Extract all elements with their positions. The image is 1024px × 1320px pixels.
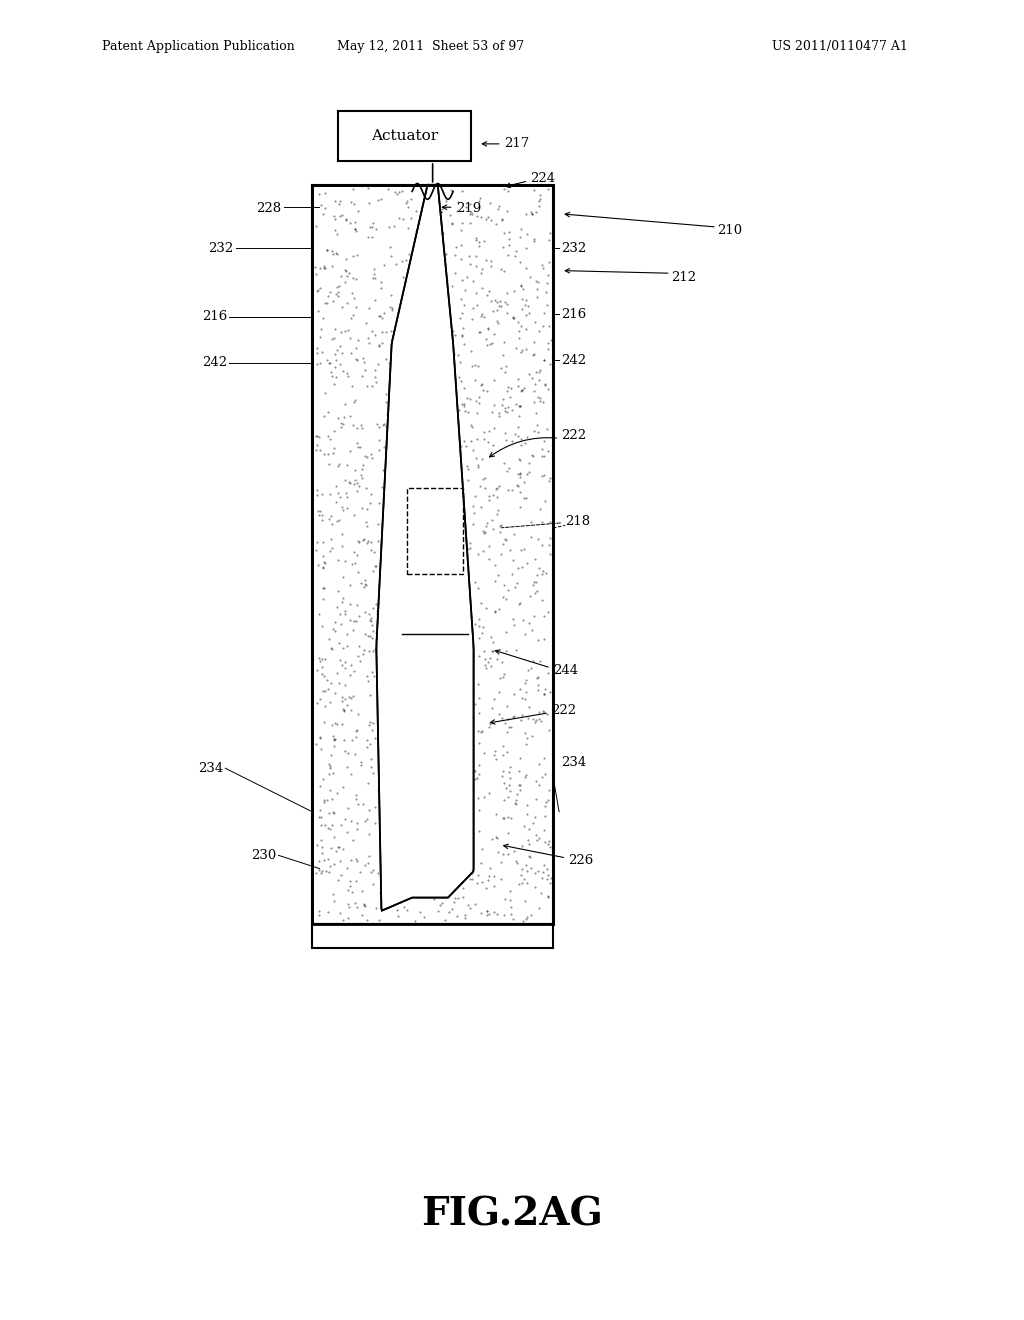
Bar: [312, 924, 553, 948]
Text: 224: 224: [530, 172, 556, 185]
Text: 234: 234: [561, 756, 587, 770]
Text: 232: 232: [561, 242, 587, 255]
Text: 216: 216: [561, 308, 587, 321]
Text: 228: 228: [256, 202, 282, 215]
Text: 216: 216: [202, 310, 227, 323]
Text: 222: 222: [561, 429, 587, 442]
Bar: [338, 111, 471, 161]
Text: May 12, 2011  Sheet 53 of 97: May 12, 2011 Sheet 53 of 97: [337, 40, 523, 53]
Text: 230: 230: [251, 849, 276, 862]
Bar: [312, 185, 553, 924]
Text: 226: 226: [568, 854, 594, 867]
Polygon shape: [377, 185, 473, 911]
Text: Actuator: Actuator: [371, 129, 438, 143]
Text: 242: 242: [561, 354, 587, 367]
Text: Patent Application Publication: Patent Application Publication: [102, 40, 295, 53]
Text: 232: 232: [208, 242, 233, 255]
Text: 222: 222: [551, 704, 577, 717]
Text: US 2011/0110477 A1: US 2011/0110477 A1: [772, 40, 907, 53]
Text: 212: 212: [671, 271, 696, 284]
Text: 218: 218: [565, 515, 591, 528]
Bar: [312, 185, 553, 924]
Text: 242: 242: [202, 356, 227, 370]
Bar: [407, 488, 463, 574]
Text: 217: 217: [504, 137, 529, 150]
Text: 234: 234: [198, 762, 223, 775]
Text: 244: 244: [553, 664, 579, 677]
Text: 210: 210: [717, 224, 742, 238]
Text: FIG.2AG: FIG.2AG: [421, 1196, 603, 1233]
Text: 219: 219: [456, 202, 481, 215]
